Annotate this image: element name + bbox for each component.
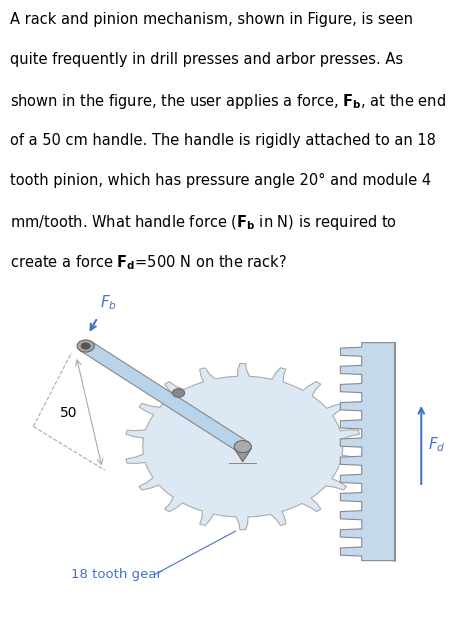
Text: quite frequently in drill presses and arbor presses. As: quite frequently in drill presses and ar… (10, 52, 403, 67)
Polygon shape (340, 343, 395, 561)
Text: tooth pinion, which has pressure angle 20° and module 4: tooth pinion, which has pressure angle 2… (10, 173, 431, 188)
Polygon shape (80, 342, 248, 451)
Text: shown in the figure, the user applies a force, $\mathbf{F_b}$, at the end: shown in the figure, the user applies a … (10, 93, 446, 111)
Text: create a force $\mathbf{F_d}$=500 N on the rack?: create a force $\mathbf{F_d}$=500 N on t… (10, 253, 286, 272)
Text: of a 50 cm handle. The handle is rigidly attached to an 18: of a 50 cm handle. The handle is rigidly… (10, 133, 436, 148)
Text: $F_b$: $F_b$ (100, 294, 117, 312)
Circle shape (237, 443, 248, 451)
Text: A rack and pinion mechanism, shown in Figure, is seen: A rack and pinion mechanism, shown in Fi… (10, 12, 413, 27)
Polygon shape (126, 363, 359, 530)
Circle shape (81, 343, 90, 349)
Text: $F_d$: $F_d$ (428, 435, 446, 455)
Text: 18 tooth gear: 18 tooth gear (71, 568, 162, 581)
Text: mm/tooth. What handle force ($\mathbf{F_b}$ in N) is required to: mm/tooth. What handle force ($\mathbf{F_… (10, 213, 397, 232)
Circle shape (234, 440, 251, 453)
Text: 50: 50 (60, 406, 78, 420)
Polygon shape (234, 448, 251, 462)
Circle shape (172, 389, 185, 397)
Circle shape (77, 340, 94, 352)
